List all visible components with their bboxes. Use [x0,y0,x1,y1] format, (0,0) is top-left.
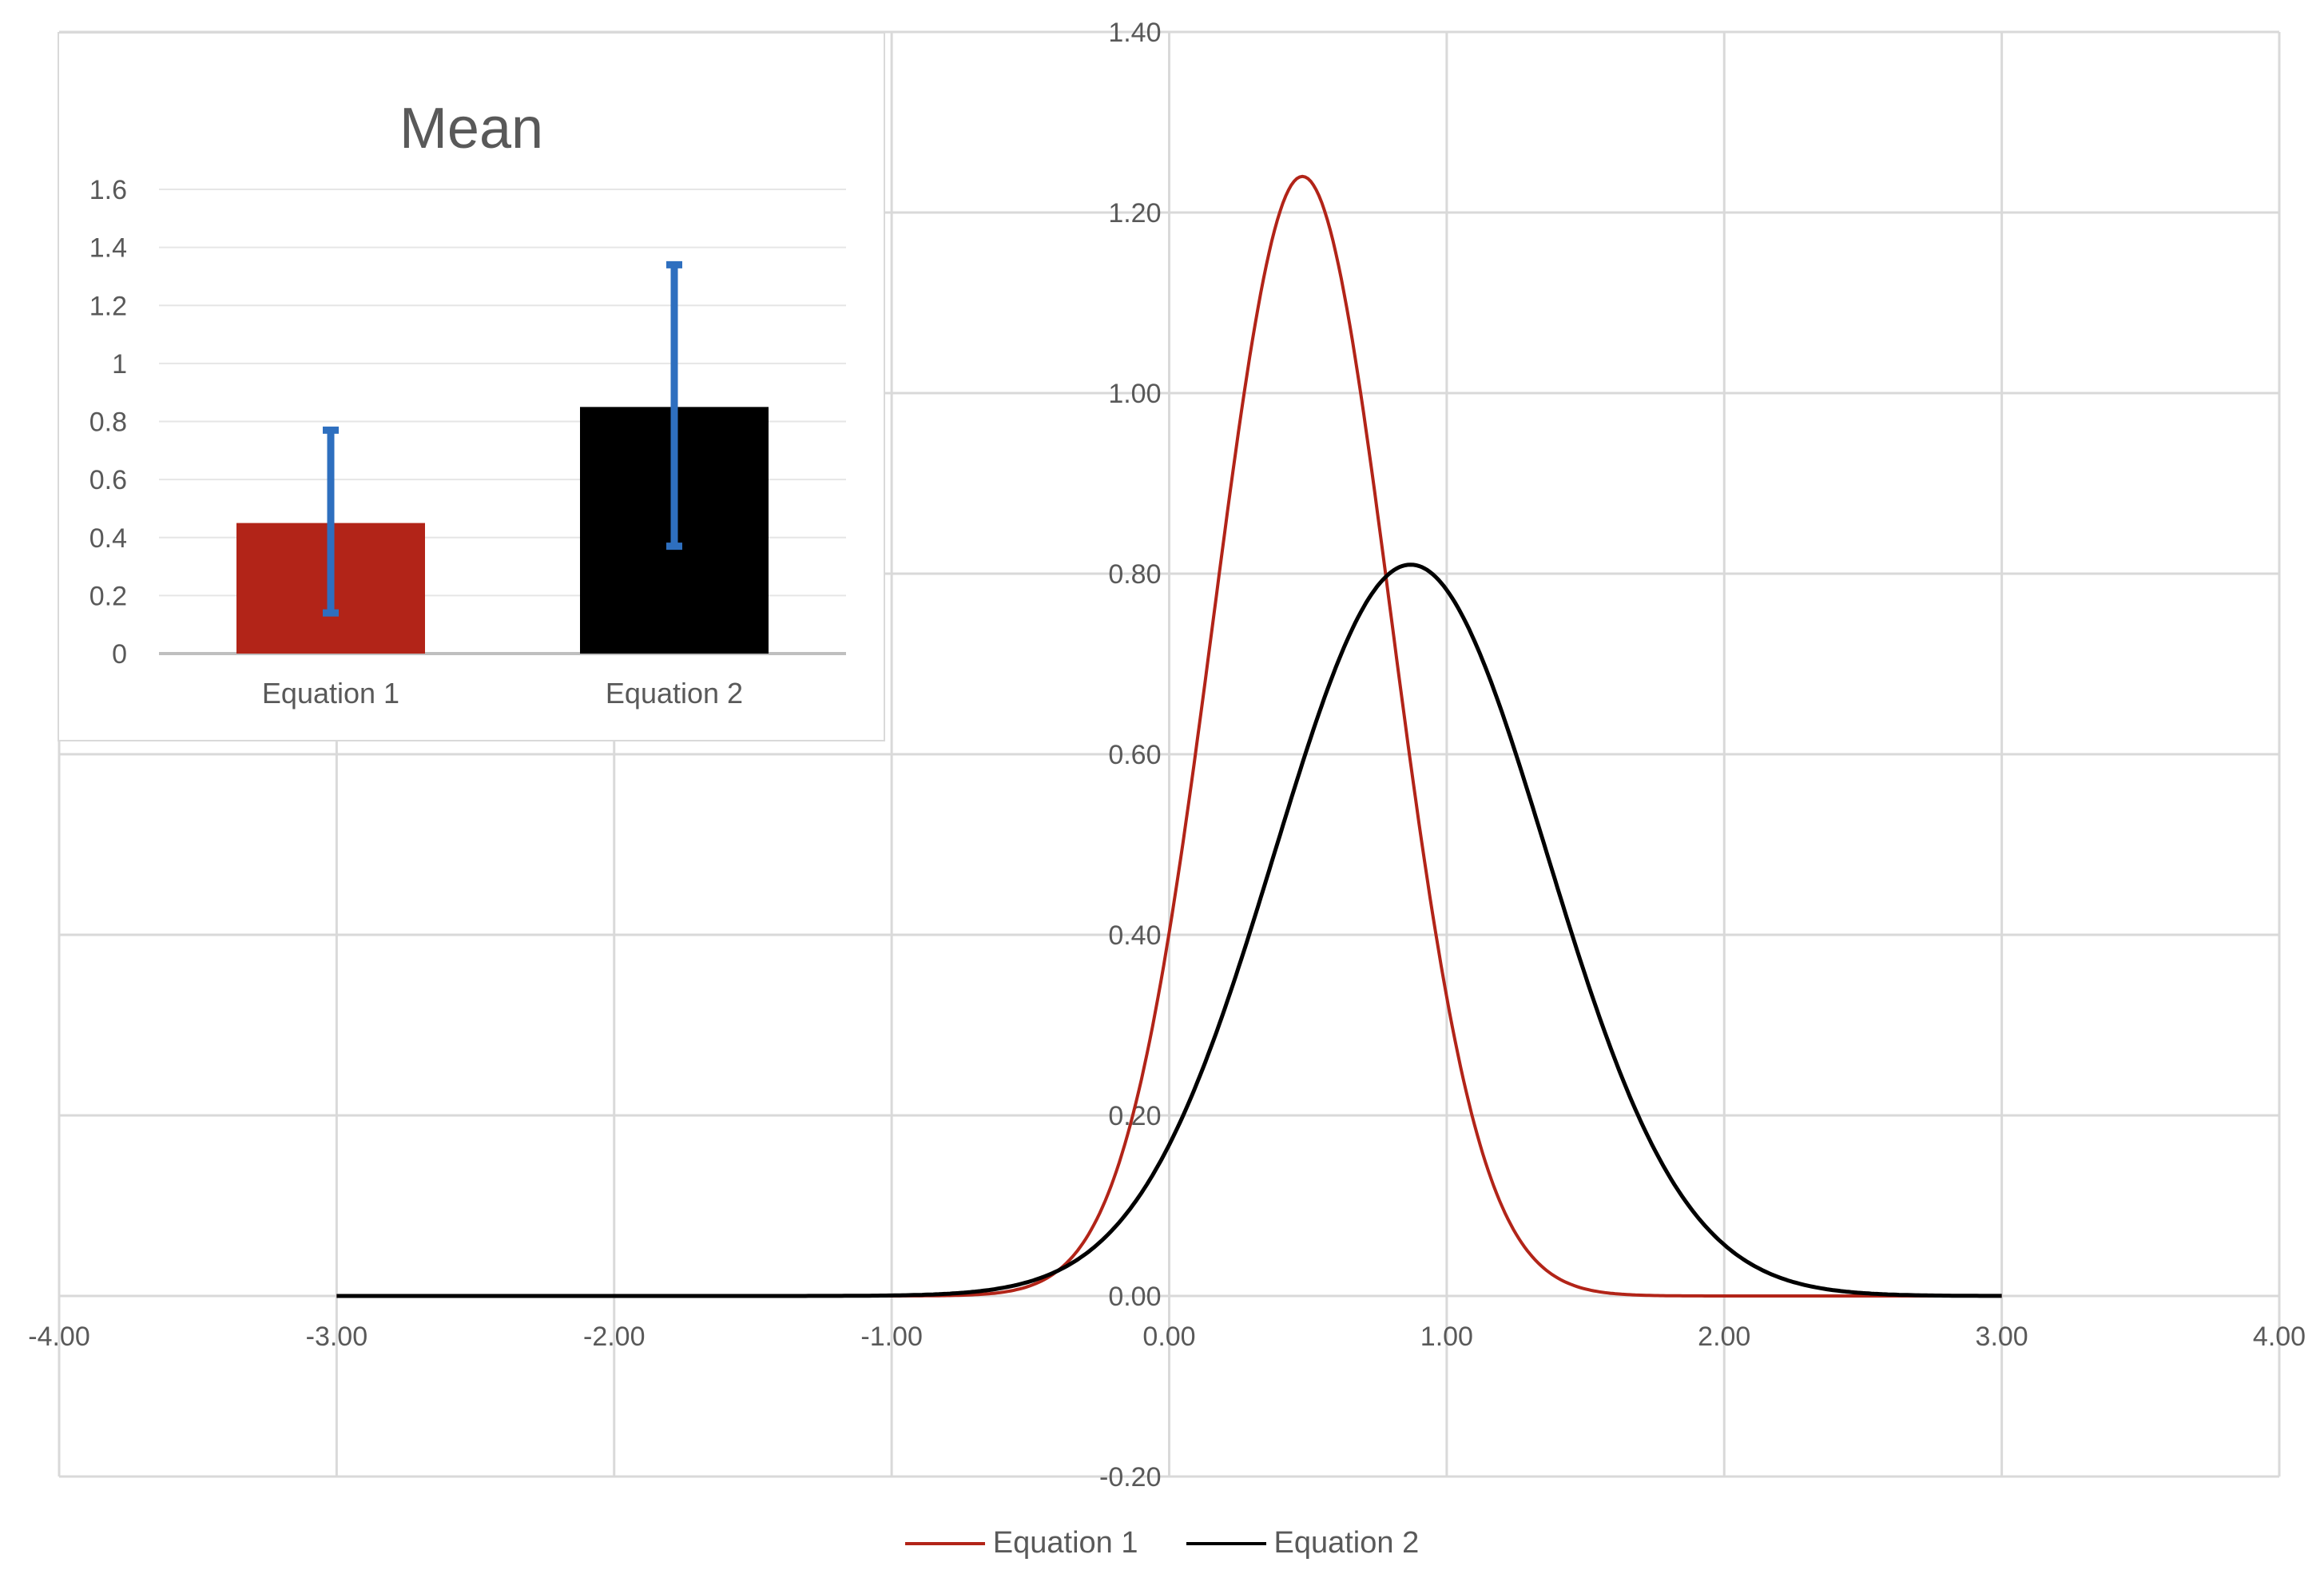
series-lines [336,174,2002,1298]
inset-y-tick-label: 0.4 [89,523,127,554]
inset-y-tick-label: 1.6 [89,175,127,205]
legend-label-equation-1: Equation 1 [992,1526,1138,1560]
x-tick-label: -4.00 [28,1322,90,1352]
legend-item-equation-1: Equation 1 [904,1526,1138,1560]
x-tick-label: 2.00 [1698,1322,1750,1352]
legend: Equation 1 Equation 2 [0,1526,2324,1560]
x-tick-label: 4.00 [2253,1322,2306,1352]
x-tick-label: -1.00 [860,1322,923,1352]
inset-y-tick-label: 1.4 [89,233,127,264]
inset-y-tick-label: 0 [112,639,127,670]
x-tick-label: -3.00 [306,1322,368,1352]
series-line-equation-2 [336,562,2002,1298]
inset-chart-title: Mean [399,97,544,161]
inset-x-tick-label: Equation 2 [606,677,743,710]
legend-item-equation-2: Equation 2 [1186,1526,1420,1560]
legend-label-equation-2: Equation 2 [1273,1526,1420,1560]
y-tick-label: 0.60 [1108,740,1161,770]
inset-x-tick-labels: Equation 1 Equation 2 [262,677,743,710]
y-tick-label: 1.00 [1108,379,1161,409]
inset-bars [236,260,769,654]
y-tick-label: 1.40 [1108,18,1161,48]
y-tick-label: 1.20 [1108,198,1161,229]
x-tick-label: 0.00 [1142,1322,1195,1352]
inset-y-tick-labels: 0 0.2 0.4 0.6 0.8 1 1.2 1.4 1.6 [89,175,127,670]
y-tick-label: -0.20 [1099,1462,1162,1493]
y-tick-label: 0.40 [1108,920,1161,951]
inset-y-tick-label: 0.8 [89,407,127,438]
x-tick-label: -2.00 [583,1322,646,1352]
y-tick-label: 0.00 [1108,1282,1161,1312]
inset-y-tick-label: 0.6 [89,465,127,495]
y-tick-label: 0.80 [1108,559,1161,590]
x-tick-label: 1.00 [1420,1322,1473,1352]
x-tick-label: 3.00 [1976,1322,2028,1352]
y-axis-tick-labels: -0.200.000.200.400.600.801.001.201.40 [1099,18,1162,1493]
inset-x-tick-label: Equation 1 [262,677,399,710]
inset-y-tick-label: 1 [112,349,127,380]
legend-swatch-equation-2 [1186,1541,1266,1545]
inset-y-tick-label: 0.2 [89,581,127,611]
legend-swatch-equation-1 [904,1541,985,1545]
x-axis-tick-labels: -4.00 -3.00 -2.00 -1.00 0.00 1.00 2.00 3.00 4.00 [28,1322,2306,1352]
inset-y-tick-label: 1.2 [89,291,127,321]
mean-bar-plot: 00.20.40.60.811.21.41.6 Equation 1 Equati… [89,175,846,710]
